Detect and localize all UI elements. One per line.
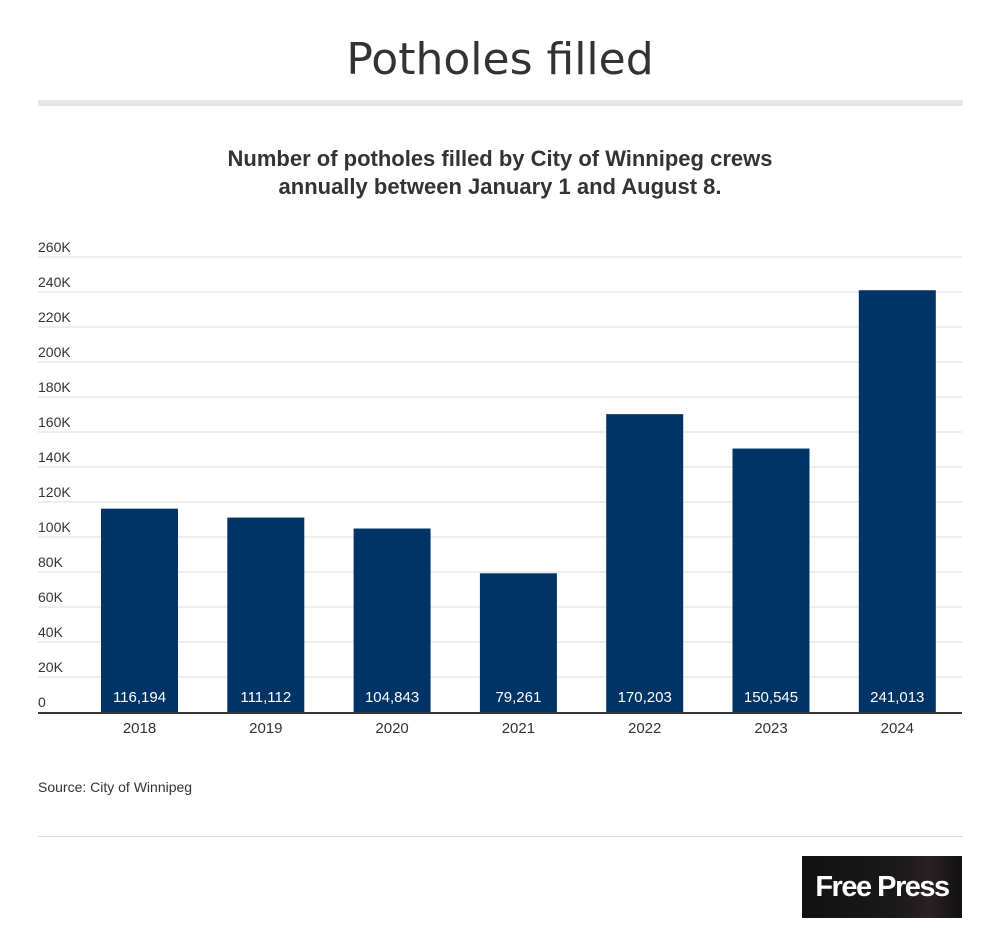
bar-2022: [606, 414, 684, 712]
title-divider: [38, 100, 963, 106]
x-tick-label: 2020: [375, 720, 408, 737]
bar-2018: [101, 508, 178, 712]
data-label: 241,013: [870, 689, 924, 706]
x-tick-label: 2019: [249, 720, 282, 737]
y-tick-label: 80K: [38, 554, 64, 570]
bar-2020: [353, 528, 431, 712]
data-label: 116,194: [113, 689, 166, 706]
y-tick-label: 260K: [38, 239, 71, 255]
chart-title: Number of potholes filled by City of Win…: [0, 145, 1000, 201]
y-tick-label: 120K: [38, 484, 71, 500]
bar-2023: [732, 448, 810, 712]
footer-divider: [38, 836, 963, 837]
y-tick-label: 220K: [38, 309, 71, 325]
x-tick-label: 2021: [502, 720, 535, 737]
chart-title-line1: Number of potholes filled by City of Win…: [227, 146, 773, 171]
x-tick-label: 2024: [881, 720, 914, 737]
page-title: Potholes filled: [346, 34, 654, 85]
y-tick-label: 180K: [38, 379, 71, 395]
y-tick-label: 240K: [38, 274, 71, 290]
y-tick-label: 60K: [38, 589, 64, 605]
bar-2021: [479, 573, 557, 712]
y-tick-label: 40K: [38, 624, 64, 640]
y-tick-label: 20K: [38, 659, 64, 675]
x-tick-label: 2022: [628, 720, 661, 737]
bar-2019: [227, 517, 305, 712]
source-note: Source: City of Winnipeg: [38, 779, 193, 795]
data-label: 79,261: [495, 689, 541, 706]
x-tick-label: 2018: [123, 720, 156, 737]
bar-2024: [858, 290, 936, 712]
y-tick-label: 0: [38, 694, 46, 710]
free-press-logo: Free Press: [802, 856, 962, 918]
chart-subtitle: annually between January 1 and August 8.: [278, 174, 722, 199]
y-tick-label: 160K: [38, 414, 71, 430]
y-tick-label: 140K: [38, 449, 71, 465]
data-label: 150,545: [744, 689, 798, 706]
data-label: 170,203: [618, 689, 672, 706]
data-label: 111,112: [240, 689, 291, 706]
data-label: 104,843: [365, 689, 419, 706]
bar-chart: 0 20K 40K 60K 80K 100K 120K 140K 160K 180K 200K 220…: [38, 239, 962, 737]
x-tick-label: 2023: [754, 720, 787, 737]
y-tick-label: 200K: [38, 344, 71, 360]
y-tick-label: 100K: [38, 519, 71, 535]
